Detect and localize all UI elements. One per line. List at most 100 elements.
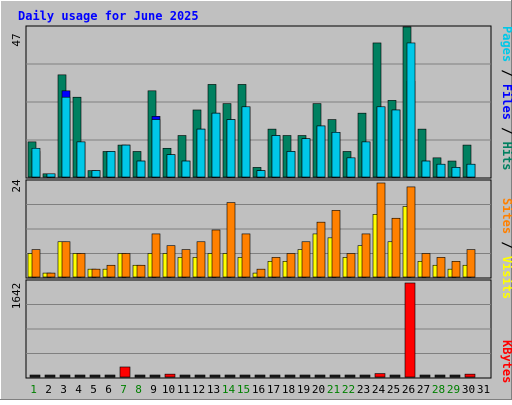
day-label-2: 2	[45, 383, 52, 396]
panel-visits-sites	[25, 179, 492, 279]
day-label-31: 31	[477, 383, 490, 396]
pages-bar-day-18	[286, 151, 296, 178]
pages-bar-day-24	[376, 106, 386, 178]
day-label-25: 25	[387, 383, 400, 396]
kbytes-bar-day-9	[149, 374, 161, 378]
kbytes-bar-day-14	[224, 374, 236, 378]
sites-bar-day-25	[391, 217, 401, 278]
kbytes-bar-day-23	[359, 374, 371, 378]
sites-bar-day-2	[46, 272, 56, 278]
kbytes-bar-day-5	[89, 374, 101, 378]
sites-bar-day-15	[241, 233, 251, 278]
day-label-20: 20	[312, 383, 325, 396]
kbytes-bar-day-6	[104, 374, 116, 378]
bottom-legend: KBytes	[500, 340, 512, 383]
sites-bar-day-14	[226, 202, 236, 278]
pages-bar-day-1	[31, 147, 41, 178]
day-label-8: 8	[135, 383, 142, 396]
day-label-21: 21	[327, 383, 340, 396]
pages-bar-day-3	[61, 96, 71, 178]
sites-bar-day-1	[31, 249, 41, 278]
sites-bar-day-30	[466, 249, 476, 278]
sites-bar-day-10	[166, 245, 176, 278]
sites-bar-day-26	[406, 186, 416, 278]
legend-middle-part: /	[500, 234, 512, 256]
pages-bar-day-23	[361, 141, 371, 178]
day-label-5: 5	[90, 383, 97, 396]
day-label-4: 4	[75, 383, 82, 396]
day-label-14: 14	[222, 383, 236, 396]
pages-bar-day-20	[316, 125, 326, 178]
pages-bar-day-10	[166, 154, 176, 178]
pages-bar-day-19	[301, 138, 311, 178]
day-label-28: 28	[432, 383, 445, 396]
pages-bar-day-28	[436, 163, 446, 178]
panel-hits-files-pages	[25, 25, 492, 179]
pages-bar-day-4	[76, 141, 86, 178]
legend-top-part: Hits	[500, 142, 512, 171]
sites-bar-day-9	[151, 233, 161, 278]
day-label-22: 22	[342, 383, 355, 396]
sites-bar-day-28	[436, 257, 446, 278]
bottom-max-label: 1642	[10, 283, 23, 310]
middle-max-label: 24	[10, 179, 23, 193]
sites-bar-day-13	[211, 229, 221, 278]
sites-bar-day-7	[121, 253, 131, 278]
kbytes-bar-day-29	[449, 374, 461, 378]
kbytes-bar-day-12	[194, 374, 206, 378]
kbytes-bar-day-17	[269, 374, 281, 378]
top-legend: Pages / Files / Hits	[500, 26, 512, 171]
pages-bar-day-13	[211, 112, 221, 178]
kbytes-bar-day-19	[299, 374, 311, 378]
sites-bar-day-22	[346, 253, 356, 278]
middle-legend: Sites / Visits	[500, 198, 512, 299]
day-label-19: 19	[297, 383, 310, 396]
kbytes-bar-day-2	[44, 374, 56, 378]
kbytes-bar-day-20	[314, 374, 326, 378]
kbytes-bar-day-21	[329, 374, 341, 378]
kbytes-bar-day-22	[344, 374, 356, 378]
pages-bar-day-21	[331, 132, 341, 178]
kbytes-bar-day-30	[464, 373, 476, 378]
kbytes-bar-day-1	[29, 374, 41, 378]
day-label-9: 9	[150, 383, 157, 396]
pages-bar-day-30	[466, 163, 476, 178]
chart-title: Daily usage for June 2025	[18, 9, 199, 23]
kbytes-bar-day-7	[119, 366, 131, 378]
sites-bar-day-29	[451, 261, 461, 278]
legend-bottom-part: KBytes	[500, 340, 512, 383]
top-max-label: 47	[10, 33, 23, 46]
pages-bar-day-5	[91, 170, 101, 178]
pages-bar-day-26	[406, 42, 416, 178]
sites-bar-day-8	[136, 264, 146, 278]
kbytes-bar-day-26	[404, 282, 416, 378]
day-label-12: 12	[192, 383, 205, 396]
pages-bar-day-2	[46, 173, 56, 178]
kbytes-bar-day-25	[389, 374, 401, 378]
pages-bar-day-7	[121, 144, 131, 178]
pages-bar-day-8	[136, 160, 146, 178]
day-label-30: 30	[462, 383, 475, 396]
sites-bar-day-27	[421, 253, 431, 278]
sites-bar-day-23	[361, 233, 371, 278]
legend-middle-part: Sites	[500, 198, 512, 234]
pages-bar-day-6	[106, 151, 116, 178]
sites-bar-day-3	[61, 241, 71, 278]
day-label-24: 24	[372, 383, 386, 396]
day-label-26: 26	[402, 383, 415, 396]
sites-bar-day-18	[286, 253, 296, 278]
day-label-18: 18	[282, 383, 295, 396]
day-label-16: 16	[252, 383, 265, 396]
kbytes-bar-day-27	[419, 374, 431, 378]
pages-bar-day-16	[256, 170, 266, 178]
sites-bar-day-21	[331, 210, 341, 278]
kbytes-bar-day-10	[164, 373, 176, 378]
pages-bar-day-17	[271, 135, 281, 178]
legend-top-part: /	[500, 120, 512, 142]
sites-bar-day-12	[196, 241, 206, 278]
kbytes-bar-day-16	[254, 374, 266, 378]
pages-bar-day-14	[226, 119, 236, 178]
sites-bar-day-5	[91, 268, 101, 278]
pages-bar-day-27	[421, 160, 431, 178]
